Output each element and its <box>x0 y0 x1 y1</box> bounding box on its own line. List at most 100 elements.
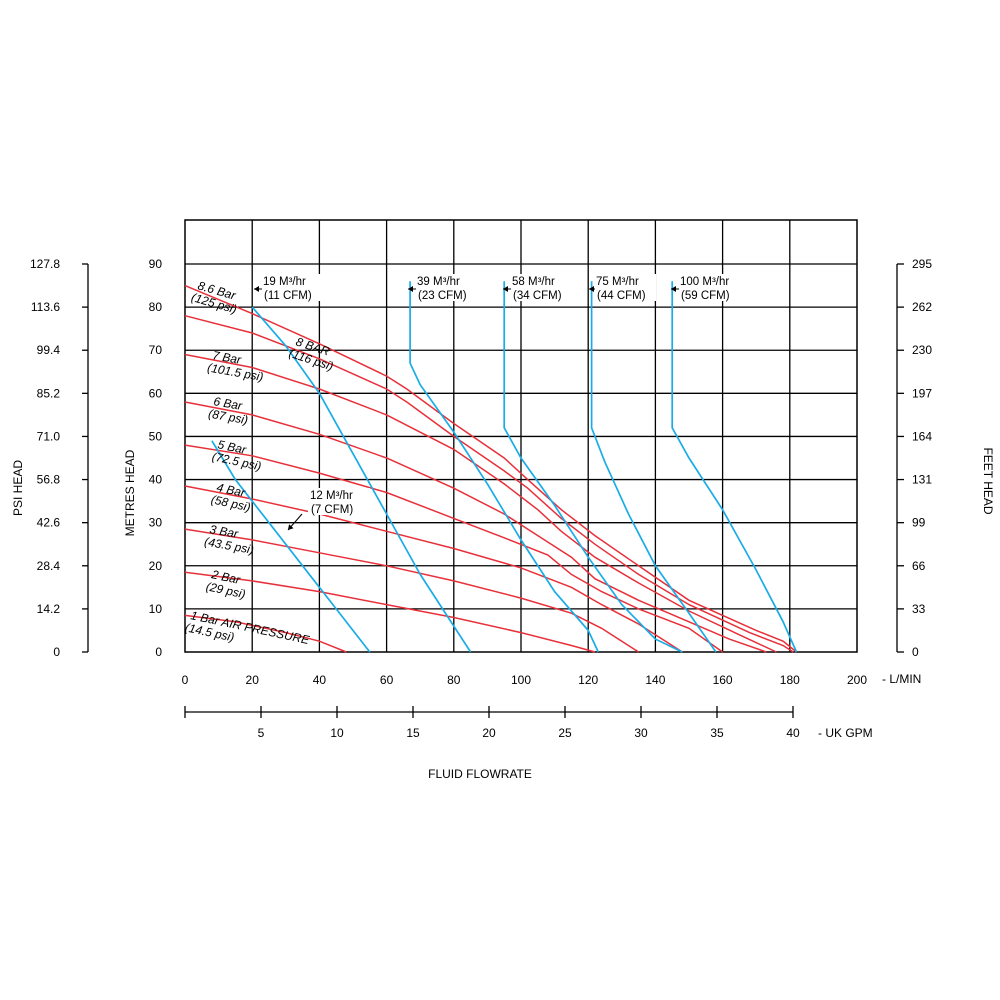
air-pressure-label-psi: (29 psi) <box>205 579 247 601</box>
air-consumption-label: 39 M³/hr (23 CFM) <box>408 274 477 302</box>
air-consumption-label-flow: 100 M³/hr <box>680 276 729 288</box>
metres-tick-label: 70 <box>149 343 163 357</box>
psi-tick-label: 42.6 <box>37 516 61 530</box>
x-tick-label: 200 <box>847 673 867 687</box>
air-pressure-label-bar: 4 Bar <box>215 480 247 500</box>
air-pressure-label-bar: 2 Bar <box>209 567 242 587</box>
air-pressure-label: 5 Bar(72.5 psi) <box>211 437 263 473</box>
ukgpm-tick-label: 15 <box>406 726 420 740</box>
air-consumption-label-flow: 39 M³/hr <box>417 276 460 288</box>
air-consumption-label-arrowhead <box>408 286 413 292</box>
lmin-unit-label: - L/MIN <box>882 672 921 686</box>
air-consumption-curve <box>503 281 683 653</box>
feet-tick-label: 197 <box>912 386 932 400</box>
plot-border <box>184 219 858 653</box>
psi-tick-label: 85.2 <box>37 386 61 400</box>
air-pressure-label-bar: 5 Bar <box>216 437 248 457</box>
ukgpm-unit-label: - UK GPM <box>818 726 873 740</box>
metres-tick-label: 10 <box>149 602 163 616</box>
feet-tick-label: 295 <box>912 257 932 271</box>
air-consumption-label-flow: 19 M³/hr <box>263 276 306 288</box>
psi-tick-label: 113.6 <box>31 300 60 314</box>
air-consumption-label-cfm: (44 CFM) <box>597 290 646 302</box>
x-tick-label: 20 <box>246 673 260 687</box>
air-consumption-label: 58 M³/hr (34 CFM) <box>503 274 572 302</box>
air-pressure-label: 8 BAR(116 psi) <box>287 335 335 374</box>
air-consumption-label-flow: 58 M³/hr <box>512 276 555 288</box>
feet-tick-label: 131 <box>912 473 932 487</box>
air-pressure-label-psi: (43.5 psi) <box>203 534 255 556</box>
metres-tick-label: 50 <box>149 429 163 443</box>
air-consumption-curves <box>211 281 798 653</box>
metres-tick-label: 60 <box>149 386 163 400</box>
curve-labels: 8.6 Bar(125 psi) 8 BAR(116 psi) 7 Bar(101.… <box>184 274 740 647</box>
ukgpm-tick-label: 40 <box>786 726 800 740</box>
x-axis-title: FLUID FLOWRATE <box>428 767 532 781</box>
air-consumption-label-cfm: (7 CFM) <box>311 504 353 516</box>
air-consumption-label-arrowhead <box>671 286 676 292</box>
air-pressure-curve <box>184 284 797 653</box>
psi-tick-label: 71.0 <box>37 429 61 443</box>
metres-tick-label: 40 <box>149 473 163 487</box>
air-consumption-label-arrowhead <box>503 286 508 292</box>
metres-axis-title: METRES HEAD <box>123 449 137 536</box>
air-consumption-curve <box>590 281 717 653</box>
ukgpm-tick-label: 35 <box>710 726 724 740</box>
air-consumption-label-bg <box>415 274 477 301</box>
x-tick-label: 100 <box>511 673 531 687</box>
air-pressure-label: 8.6 Bar(125 psi) <box>190 278 239 316</box>
air-pressure-curve <box>184 353 777 653</box>
x-tick-label: 0 <box>182 673 189 687</box>
psi-tick-label: 28.4 <box>37 559 61 573</box>
feet-tick-label: 262 <box>912 300 932 314</box>
feet-tick-label: 0 <box>912 645 919 659</box>
air-consumption-label-bg <box>510 274 572 301</box>
air-pressure-curve <box>184 571 596 653</box>
air-consumption-label-cfm: (59 CFM) <box>681 290 730 302</box>
x-tick-label: 180 <box>780 673 800 687</box>
air-consumption-label-bg <box>678 274 740 301</box>
metres-tick-label: 30 <box>149 516 163 530</box>
air-consumption-label-arrowhead <box>589 286 594 292</box>
ukgpm-tick-label: 10 <box>330 726 344 740</box>
air-pressure-label-psi: (87 psi) <box>207 406 249 427</box>
air-pressure-label: 6 Bar(87 psi) <box>207 394 249 427</box>
x-tick-label: 160 <box>713 673 733 687</box>
air-consumption-label-arrowhead <box>288 524 294 530</box>
air-pressure-curves <box>184 284 797 653</box>
air-consumption-label-cfm: (34 CFM) <box>513 290 562 302</box>
air-pressure-label: 7 Bar(101.5 psi) <box>206 348 264 384</box>
air-consumption-label-cfm: (23 CFM) <box>418 290 467 302</box>
air-consumption-label-bg <box>261 274 323 301</box>
feet-tick-label: 33 <box>912 602 926 616</box>
air-pressure-curve <box>184 485 683 653</box>
air-pressure-label-bar: 6 Bar <box>212 394 244 413</box>
air-consumption-label-bg <box>594 274 656 301</box>
x-tick-label: 140 <box>645 673 665 687</box>
air-pressure-label: 4 Bar(58 psi) <box>210 480 252 514</box>
air-consumption-label-flow: 75 M³/hr <box>596 276 639 288</box>
air-pressure-curve <box>184 401 767 653</box>
air-pressure-curve <box>184 614 347 653</box>
air-consumption-label-arrowhead <box>254 286 259 292</box>
air-consumption-label: 75 M³/hr (44 CFM) <box>589 274 656 302</box>
air-consumption-curve <box>211 440 371 653</box>
air-consumption-curve <box>251 306 472 653</box>
air-consumption-curve <box>409 281 600 653</box>
air-pressure-curve <box>184 528 640 653</box>
air-consumption-curve <box>671 281 798 653</box>
metres-tick-label: 0 <box>155 645 162 659</box>
feet-tick-label: 99 <box>912 516 926 530</box>
psi-tick-label: 56.8 <box>37 473 61 487</box>
ukgpm-tick-label: 5 <box>258 726 265 740</box>
x-tick-label: 80 <box>447 673 461 687</box>
metres-tick-label: 90 <box>149 257 163 271</box>
air-consumption-label-flow: 12 M³/hr <box>310 490 353 502</box>
feet-axis-title: FEET HEAD <box>981 447 995 514</box>
ukgpm-tick-label: 25 <box>558 726 572 740</box>
x-tick-label: 60 <box>380 673 394 687</box>
air-pressure-curve <box>184 314 794 653</box>
air-consumption-label: 100 M³/hr (59 CFM) <box>671 274 740 302</box>
